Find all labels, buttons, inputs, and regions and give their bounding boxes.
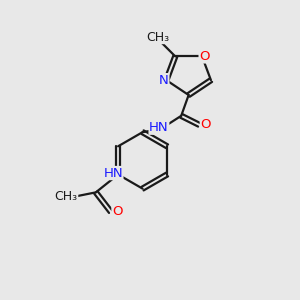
Text: HN: HN bbox=[103, 167, 123, 179]
Text: O: O bbox=[112, 205, 122, 218]
Text: O: O bbox=[200, 118, 211, 131]
Text: CH₃: CH₃ bbox=[146, 31, 169, 44]
Text: HN: HN bbox=[149, 121, 169, 134]
Text: O: O bbox=[199, 50, 210, 63]
Text: CH₃: CH₃ bbox=[55, 190, 78, 203]
Text: N: N bbox=[159, 74, 169, 87]
